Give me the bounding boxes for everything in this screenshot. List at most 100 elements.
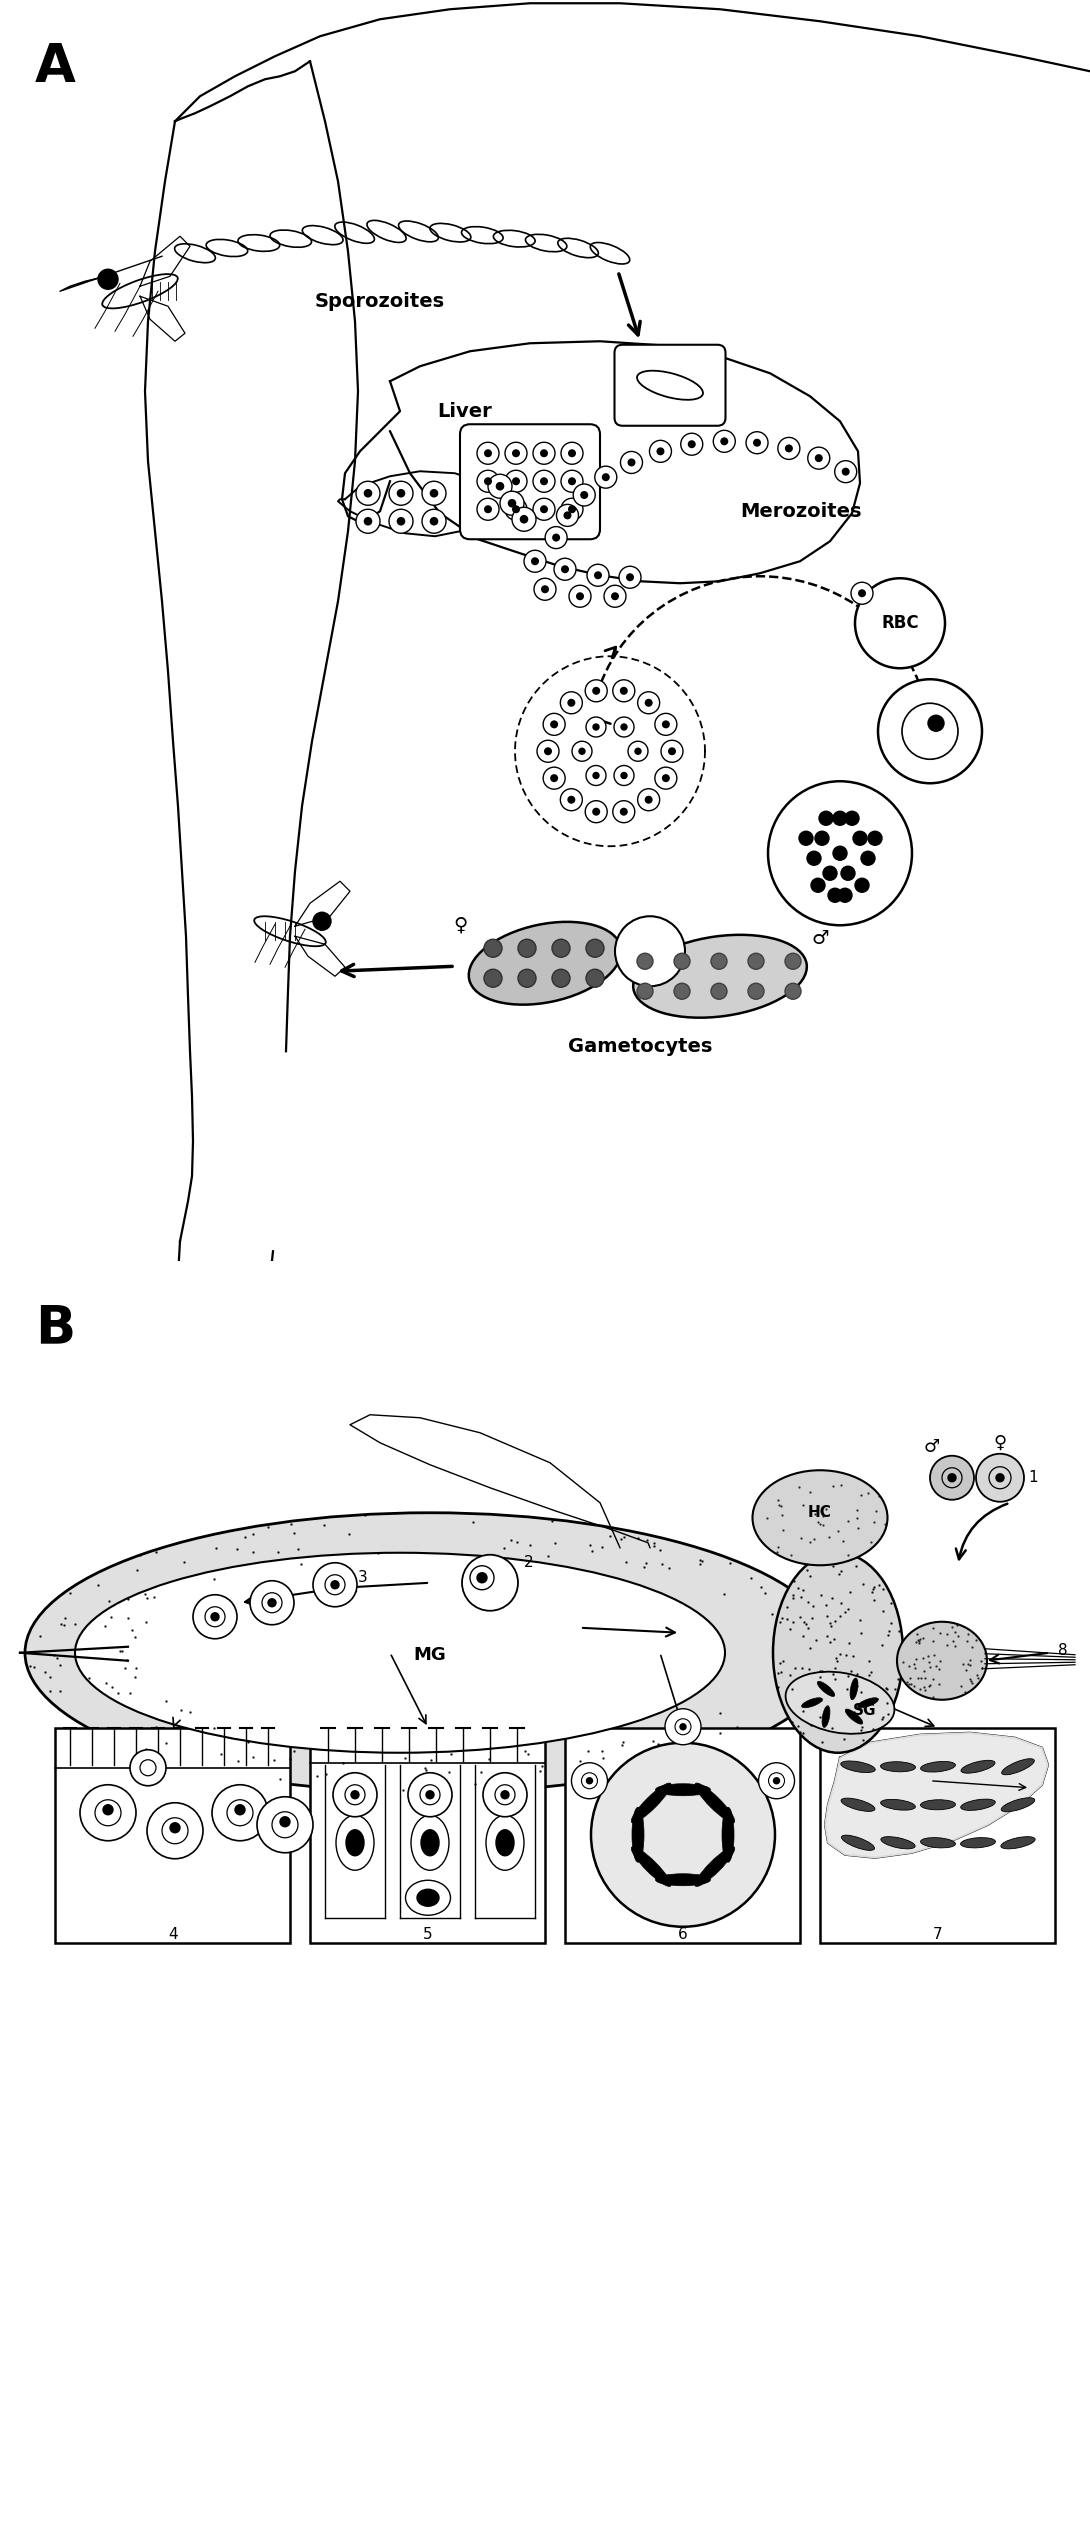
Ellipse shape <box>655 1784 711 1796</box>
Circle shape <box>661 739 683 762</box>
Circle shape <box>505 442 526 464</box>
Circle shape <box>655 714 677 734</box>
Circle shape <box>553 535 559 540</box>
Ellipse shape <box>921 1761 956 1771</box>
Ellipse shape <box>961 1761 995 1774</box>
Circle shape <box>501 1791 509 1799</box>
Text: Liver: Liver <box>437 401 493 421</box>
Ellipse shape <box>1002 1799 1034 1812</box>
Circle shape <box>537 739 559 762</box>
Circle shape <box>665 1708 701 1746</box>
Circle shape <box>614 717 634 737</box>
Circle shape <box>976 1453 1024 1501</box>
Circle shape <box>645 797 652 802</box>
Circle shape <box>398 517 404 525</box>
Circle shape <box>586 764 606 785</box>
Circle shape <box>930 1456 974 1499</box>
Circle shape <box>853 830 867 845</box>
Ellipse shape <box>631 1784 671 1822</box>
Bar <box>54 1728 290 1943</box>
Circle shape <box>572 742 592 762</box>
Circle shape <box>595 467 617 487</box>
Circle shape <box>534 578 556 600</box>
Circle shape <box>568 699 574 706</box>
Circle shape <box>808 447 829 469</box>
Text: SG: SG <box>853 1703 876 1718</box>
Circle shape <box>786 444 792 452</box>
Circle shape <box>560 691 582 714</box>
Circle shape <box>799 830 813 845</box>
Circle shape <box>815 454 822 462</box>
Circle shape <box>611 593 618 600</box>
Ellipse shape <box>858 1698 879 1708</box>
Circle shape <box>268 1600 276 1607</box>
Circle shape <box>855 878 869 893</box>
Circle shape <box>711 984 727 999</box>
Circle shape <box>628 459 634 467</box>
Circle shape <box>569 449 576 457</box>
Circle shape <box>541 507 547 512</box>
Circle shape <box>422 510 446 532</box>
Text: B: B <box>35 1302 75 1355</box>
Text: Merozoites: Merozoites <box>740 502 861 520</box>
Circle shape <box>711 954 727 969</box>
Circle shape <box>569 585 591 608</box>
Circle shape <box>586 717 606 737</box>
Circle shape <box>422 482 446 505</box>
Circle shape <box>785 954 801 969</box>
Circle shape <box>524 550 546 573</box>
Text: ♀: ♀ <box>993 1433 1006 1451</box>
Ellipse shape <box>631 1847 671 1887</box>
Ellipse shape <box>695 1784 735 1822</box>
Circle shape <box>811 878 825 893</box>
Text: ♀: ♀ <box>452 916 468 934</box>
Circle shape <box>650 442 671 462</box>
Circle shape <box>483 1774 526 1817</box>
Circle shape <box>431 489 437 497</box>
Circle shape <box>431 517 437 525</box>
Ellipse shape <box>632 1806 644 1862</box>
Polygon shape <box>825 1733 1047 1857</box>
Circle shape <box>552 939 570 956</box>
Circle shape <box>768 782 912 926</box>
Circle shape <box>620 452 642 474</box>
Circle shape <box>645 699 652 706</box>
Circle shape <box>211 1784 268 1842</box>
Circle shape <box>364 517 372 525</box>
Circle shape <box>313 1562 358 1607</box>
Circle shape <box>859 590 865 595</box>
Circle shape <box>426 1791 434 1799</box>
Ellipse shape <box>1002 1759 1034 1774</box>
Circle shape <box>520 515 528 522</box>
Circle shape <box>543 767 565 790</box>
Circle shape <box>621 772 627 780</box>
Circle shape <box>833 812 847 825</box>
Text: 4: 4 <box>168 1928 178 1943</box>
Circle shape <box>778 436 800 459</box>
Circle shape <box>843 469 849 474</box>
Circle shape <box>603 474 609 479</box>
Circle shape <box>561 497 583 520</box>
Circle shape <box>996 1473 1004 1481</box>
Circle shape <box>398 489 404 497</box>
Ellipse shape <box>752 1471 887 1564</box>
Ellipse shape <box>773 1552 903 1753</box>
Circle shape <box>604 585 626 608</box>
Text: 1: 1 <box>1028 1471 1038 1486</box>
Ellipse shape <box>881 1761 916 1771</box>
Ellipse shape <box>818 1680 835 1695</box>
Circle shape <box>663 775 669 782</box>
Circle shape <box>585 800 607 822</box>
Circle shape <box>211 1612 219 1620</box>
Circle shape <box>841 865 855 881</box>
Circle shape <box>170 1822 180 1832</box>
Circle shape <box>593 772 600 780</box>
Circle shape <box>533 442 555 464</box>
Circle shape <box>595 573 602 578</box>
Circle shape <box>477 469 499 492</box>
Circle shape <box>586 939 604 956</box>
Ellipse shape <box>655 1875 711 1885</box>
Circle shape <box>550 775 557 782</box>
Text: Gametocytes: Gametocytes <box>568 1037 712 1055</box>
Circle shape <box>505 497 526 520</box>
